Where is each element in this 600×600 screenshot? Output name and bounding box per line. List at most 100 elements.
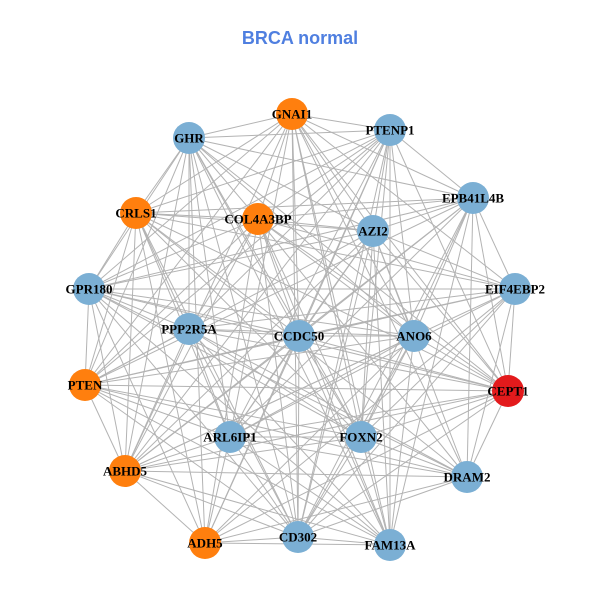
edge-EPB41L4B-PTEN bbox=[84, 197, 474, 386]
edge-CCDC50-CEPT1 bbox=[298, 335, 509, 392]
edge-GNAI1-ABHD5 bbox=[124, 113, 293, 472]
edge-PTEN-ARL6IP1 bbox=[84, 384, 231, 438]
edge-PPP2R5A-CCDC50 bbox=[188, 328, 300, 337]
edge-EPB41L4B-DRAM2 bbox=[466, 197, 474, 478]
edge-COL4A3BP-GPR180 bbox=[88, 218, 259, 290]
edge-ARL6IP1-FAM13A bbox=[229, 436, 391, 546]
node-circle bbox=[214, 421, 246, 453]
edge-GNAI1-CRLS1 bbox=[135, 113, 293, 214]
edge-FOXN2-CD302 bbox=[297, 436, 362, 538]
edge-PTENP1-GHR bbox=[188, 129, 391, 139]
edge-CEPT1-ABHD5 bbox=[124, 390, 509, 472]
node-FAM13A: FAM13A bbox=[364, 529, 416, 561]
edge-CEPT1-ADH5 bbox=[204, 390, 509, 544]
edge-AZI2-CEPT1 bbox=[372, 230, 509, 392]
edge-PTEN-CEPT1 bbox=[84, 384, 509, 392]
node-FOXN2: FOXN2 bbox=[339, 421, 383, 453]
node-ANO6: ANO6 bbox=[396, 320, 432, 352]
edge-PTENP1-PPP2R5A bbox=[188, 129, 391, 330]
node-label: AZI2 bbox=[358, 224, 388, 239]
edge-PTEN-DRAM2 bbox=[84, 384, 468, 478]
node-circle bbox=[451, 461, 483, 493]
edge-PTENP1-EPB41L4B bbox=[389, 129, 474, 199]
edge-COL4A3BP-PTEN bbox=[84, 218, 259, 386]
node-PTEN: PTEN bbox=[68, 369, 103, 401]
edge-FOXN2-DRAM2 bbox=[360, 436, 468, 478]
edge-PTENP1-COL4A3BP bbox=[257, 129, 391, 220]
node-circle bbox=[109, 455, 141, 487]
edge-GPR180-FOXN2 bbox=[88, 288, 362, 438]
node-GNAI1: GNAI1 bbox=[272, 98, 312, 130]
node-label: PTEN bbox=[68, 378, 103, 393]
node-circle bbox=[374, 114, 406, 146]
node-label: CRLS1 bbox=[115, 206, 156, 221]
node-label: CEPT1 bbox=[487, 384, 528, 399]
node-label: FOXN2 bbox=[339, 430, 382, 445]
edge-GHR-COL4A3BP bbox=[188, 137, 259, 220]
edge-CEPT1-CD302 bbox=[297, 390, 509, 538]
node-circle bbox=[173, 313, 205, 345]
edge-CRLS1-ADH5 bbox=[135, 212, 206, 544]
node-circle bbox=[283, 320, 315, 352]
node-GPR180: GPR180 bbox=[66, 273, 113, 305]
node-circle bbox=[398, 320, 430, 352]
edge-PTENP1-GPR180 bbox=[88, 129, 391, 290]
edge-ANO6-CEPT1 bbox=[413, 335, 509, 392]
edge-EPB41L4B-CRLS1 bbox=[135, 197, 474, 214]
edge-AZI2-EIF4EBP2 bbox=[372, 230, 516, 290]
edge-AZI2-GPR180 bbox=[88, 230, 374, 290]
edge-CRLS1-CEPT1 bbox=[135, 212, 509, 392]
edge-GNAI1-GHR bbox=[188, 113, 293, 139]
edge-CEPT1-FOXN2 bbox=[360, 390, 509, 438]
edge-GNAI1-ARL6IP1 bbox=[229, 113, 293, 438]
edge-COL4A3BP-ADH5 bbox=[204, 218, 259, 544]
edge-ABHD5-CD302 bbox=[124, 470, 299, 538]
edge-ANO6-FAM13A bbox=[389, 335, 415, 546]
edge-ABHD5-ADH5 bbox=[124, 470, 206, 544]
node-GHR: GHR bbox=[173, 122, 205, 154]
node-CCDC50: CCDC50 bbox=[274, 320, 324, 352]
node-label: CD302 bbox=[279, 530, 317, 545]
edge-ANO6-PTEN bbox=[84, 335, 415, 386]
node-circle bbox=[120, 197, 152, 229]
edge-GNAI1-PTENP1 bbox=[291, 113, 391, 131]
node-COL4A3BP: COL4A3BP bbox=[224, 203, 292, 235]
nodes-layer: GNAI1 PTENP1 GHR EPB41L4B CRLS1 COL4A3BP AZI2 G… bbox=[66, 98, 545, 561]
edge-GNAI1-EPB41L4B bbox=[291, 113, 474, 199]
edge-GHR-AZI2 bbox=[188, 137, 374, 232]
node-label: GPR180 bbox=[66, 282, 113, 297]
edge-EPB41L4B-EIF4EBP2 bbox=[472, 197, 516, 290]
edge-AZI2-CD302 bbox=[297, 230, 374, 538]
node-ARL6IP1: ARL6IP1 bbox=[203, 421, 257, 453]
edge-COL4A3BP-CD302 bbox=[257, 218, 299, 538]
node-CD302: CD302 bbox=[279, 521, 317, 553]
edge-EPB41L4B-FAM13A bbox=[389, 197, 474, 546]
edge-ARL6IP1-ABHD5 bbox=[124, 436, 231, 472]
edge-CRLS1-COL4A3BP bbox=[135, 212, 259, 220]
edge-DRAM2-CD302 bbox=[297, 476, 468, 538]
node-circle bbox=[276, 98, 308, 130]
node-label: EIF4EBP2 bbox=[485, 282, 545, 297]
chart-title: BRCA normal bbox=[241, 28, 359, 48]
edge-PTENP1-AZI2 bbox=[372, 129, 391, 232]
edge-GHR-CCDC50 bbox=[188, 137, 300, 337]
edge-GPR180-PPP2R5A bbox=[88, 288, 190, 330]
edge-EPB41L4B-AZI2 bbox=[372, 197, 474, 232]
node-circle bbox=[374, 529, 406, 561]
edge-GPR180-CCDC50 bbox=[88, 288, 300, 337]
node-circle bbox=[282, 521, 314, 553]
edge-ABHD5-DRAM2 bbox=[124, 470, 468, 478]
node-CEPT1: CEPT1 bbox=[487, 375, 529, 407]
edge-GPR180-PTEN bbox=[84, 288, 90, 386]
node-circle bbox=[69, 369, 101, 401]
edge-PPP2R5A-PTEN bbox=[84, 328, 190, 386]
edge-EPB41L4B-FOXN2 bbox=[360, 197, 474, 438]
node-circle bbox=[499, 273, 531, 305]
edge-EIF4EBP2-ADH5 bbox=[204, 288, 516, 544]
edge-COL4A3BP-AZI2 bbox=[257, 218, 374, 232]
node-AZI2: AZI2 bbox=[357, 215, 389, 247]
edge-GPR180-ADH5 bbox=[88, 288, 206, 544]
edge-PPP2R5A-FOXN2 bbox=[188, 328, 362, 438]
edge-EIF4EBP2-PPP2R5A bbox=[188, 288, 516, 330]
